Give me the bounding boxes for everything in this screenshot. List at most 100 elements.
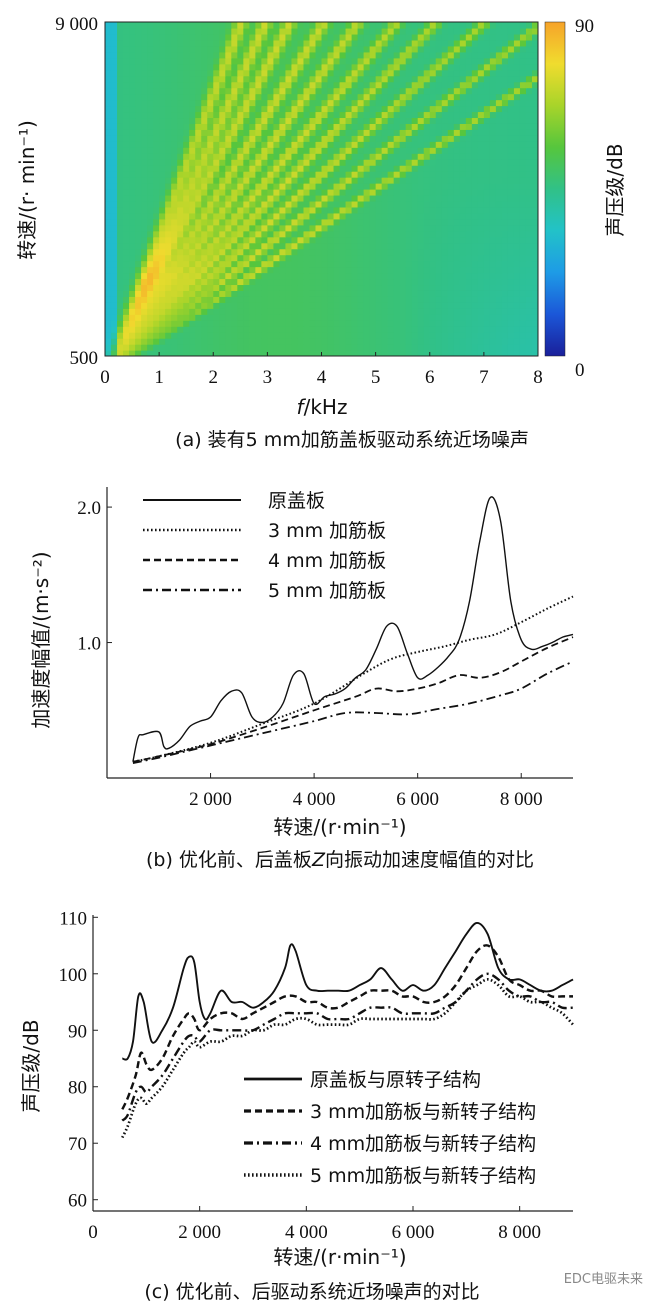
heatmap-cell xyxy=(447,332,455,339)
heatmap-cell xyxy=(105,200,112,208)
heatmap-cell xyxy=(363,272,371,280)
heatmap-cell xyxy=(363,278,371,286)
heatmap-cell xyxy=(369,236,377,244)
heatmap-cell xyxy=(339,135,347,142)
heatmap-cell xyxy=(261,105,268,113)
heatmap-cell xyxy=(309,296,317,303)
heatmap-cell xyxy=(357,332,365,339)
heatmap-cell xyxy=(153,63,160,71)
heatmap-cell xyxy=(531,123,538,130)
heatmap-cell xyxy=(351,296,359,303)
heatmap-cell xyxy=(345,153,353,160)
heatmap-cell xyxy=(291,129,299,136)
heatmap-cell xyxy=(105,129,112,136)
heatmap-cell xyxy=(381,105,389,113)
heatmap-cell xyxy=(261,51,268,59)
heatmap-cell xyxy=(153,33,160,41)
heatmap-cell xyxy=(411,33,419,41)
heatmap-cell xyxy=(231,27,238,35)
heatmap-cell xyxy=(129,147,136,154)
heatmap-cell xyxy=(357,27,365,35)
heatmap-cell xyxy=(513,93,521,101)
heatmap-cell xyxy=(261,129,268,136)
heatmap-cell xyxy=(111,165,118,172)
heatmap-cell xyxy=(153,314,160,321)
heatmap-cell xyxy=(183,87,190,95)
heatmap-cell xyxy=(531,272,538,280)
heatmap-cell xyxy=(243,141,250,148)
heatmap-cell xyxy=(459,314,467,321)
heatmap-cell xyxy=(429,105,437,113)
heatmap-cell xyxy=(147,326,154,333)
heatmap-cell xyxy=(507,135,515,142)
heatmap-cell xyxy=(417,141,425,148)
heatmap-cell xyxy=(147,51,154,59)
heatmap-cell xyxy=(369,153,377,160)
heatmap-cell xyxy=(501,177,509,184)
heatmap-cell xyxy=(429,45,437,53)
heatmap-cell xyxy=(303,183,311,190)
heatmap-cell xyxy=(255,189,262,196)
heatmap-cell xyxy=(303,69,311,77)
heatmap-cell xyxy=(129,69,136,77)
heatmap-cell xyxy=(447,69,455,77)
heatmap-cell xyxy=(189,194,196,202)
heatmap-cell xyxy=(345,27,353,35)
heatmap-cell xyxy=(171,302,178,309)
heatmap-cell xyxy=(111,33,118,41)
heatmap-cell xyxy=(129,308,136,315)
heatmap-cell xyxy=(519,33,527,41)
heatmap-cell xyxy=(165,236,172,244)
heatmap-cell xyxy=(417,81,425,89)
heatmap-cell xyxy=(153,129,160,136)
heatmap-cell xyxy=(447,224,455,232)
heatmap-cell xyxy=(153,320,160,327)
heatmap-cell xyxy=(219,278,226,286)
heatmap-cell xyxy=(483,111,491,119)
heatmap-cell xyxy=(141,22,148,29)
heatmap-cell xyxy=(423,206,431,214)
heatmap-cell xyxy=(495,218,503,226)
heatmap-cell xyxy=(165,344,172,351)
heatmap-cell xyxy=(303,194,311,202)
heatmap-cell xyxy=(177,308,184,315)
heatmap-x-axis-label: f/kHz xyxy=(297,395,348,419)
heatmap-cell xyxy=(165,147,172,154)
heatmap-cell xyxy=(435,165,443,172)
heatmap-cell xyxy=(159,147,166,154)
heatmap-cell xyxy=(381,272,389,280)
heatmap-cell xyxy=(393,123,401,130)
heatmap-cell xyxy=(441,129,449,136)
heatmap-cell xyxy=(525,63,533,71)
heatmap-cell xyxy=(327,212,335,220)
heatmap-x-tick-label: 5 xyxy=(371,367,381,388)
heatmap-cell xyxy=(405,93,413,101)
heatmap-cell xyxy=(387,320,395,327)
heatmap-cell xyxy=(273,177,280,184)
heatmap-cell xyxy=(165,206,172,214)
heatmap-cell xyxy=(507,153,515,160)
heatmap-cell xyxy=(369,326,377,333)
heatmap-cell xyxy=(351,350,359,356)
heatmap-cell xyxy=(279,344,287,351)
heatmap-cell xyxy=(477,236,485,244)
heatmap-cell xyxy=(285,212,293,220)
heatmap-cell xyxy=(435,224,443,232)
heatmap-cell xyxy=(423,69,431,77)
heatmap-cell xyxy=(429,147,437,154)
heatmap-cell xyxy=(489,350,497,356)
heatmap-cell xyxy=(261,147,268,154)
heatmap-cell xyxy=(513,153,521,160)
heatmap-cell xyxy=(243,81,250,89)
heatmap-cell xyxy=(135,212,142,220)
heatmap-cell xyxy=(297,308,305,315)
heatmap-cell xyxy=(213,135,220,142)
heatmap-cell xyxy=(507,302,515,309)
heatmap-cell xyxy=(489,183,497,190)
heatmap-cell xyxy=(171,45,178,53)
heatmap-cell xyxy=(159,69,166,77)
heatmap-cell xyxy=(147,39,154,47)
heatmap-cell xyxy=(351,27,359,35)
heatmap-cell xyxy=(363,296,371,303)
heatmap-cell xyxy=(501,111,509,119)
